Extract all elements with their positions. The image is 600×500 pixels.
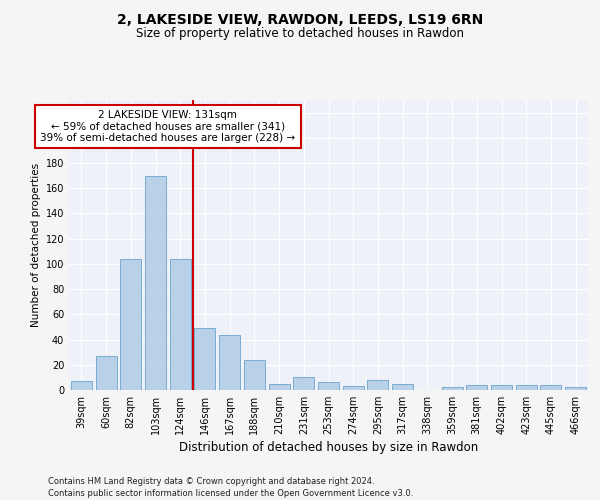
Text: Size of property relative to detached houses in Rawdon: Size of property relative to detached ho… xyxy=(136,28,464,40)
Bar xyxy=(244,360,265,390)
Bar xyxy=(145,176,166,390)
Bar xyxy=(541,385,562,390)
Text: Contains HM Land Registry data © Crown copyright and database right 2024.: Contains HM Land Registry data © Crown c… xyxy=(48,477,374,486)
Bar xyxy=(318,382,339,390)
Y-axis label: Number of detached properties: Number of detached properties xyxy=(31,163,41,327)
Text: Contains public sector information licensed under the Open Government Licence v3: Contains public sector information licen… xyxy=(48,488,413,498)
Text: 2 LAKESIDE VIEW: 131sqm
← 59% of detached houses are smaller (341)
39% of semi-d: 2 LAKESIDE VIEW: 131sqm ← 59% of detache… xyxy=(40,110,295,144)
Bar xyxy=(343,386,364,390)
Bar xyxy=(392,384,413,390)
X-axis label: Distribution of detached houses by size in Rawdon: Distribution of detached houses by size … xyxy=(179,441,478,454)
Bar xyxy=(491,385,512,390)
Bar xyxy=(565,388,586,390)
Bar xyxy=(293,378,314,390)
Bar xyxy=(219,334,240,390)
Bar xyxy=(269,384,290,390)
Bar xyxy=(170,259,191,390)
Bar xyxy=(71,381,92,390)
Bar xyxy=(516,385,537,390)
Bar xyxy=(120,259,141,390)
Bar xyxy=(194,328,215,390)
Bar xyxy=(442,388,463,390)
Bar xyxy=(466,385,487,390)
Text: 2, LAKESIDE VIEW, RAWDON, LEEDS, LS19 6RN: 2, LAKESIDE VIEW, RAWDON, LEEDS, LS19 6R… xyxy=(117,12,483,26)
Bar xyxy=(367,380,388,390)
Bar xyxy=(95,356,116,390)
